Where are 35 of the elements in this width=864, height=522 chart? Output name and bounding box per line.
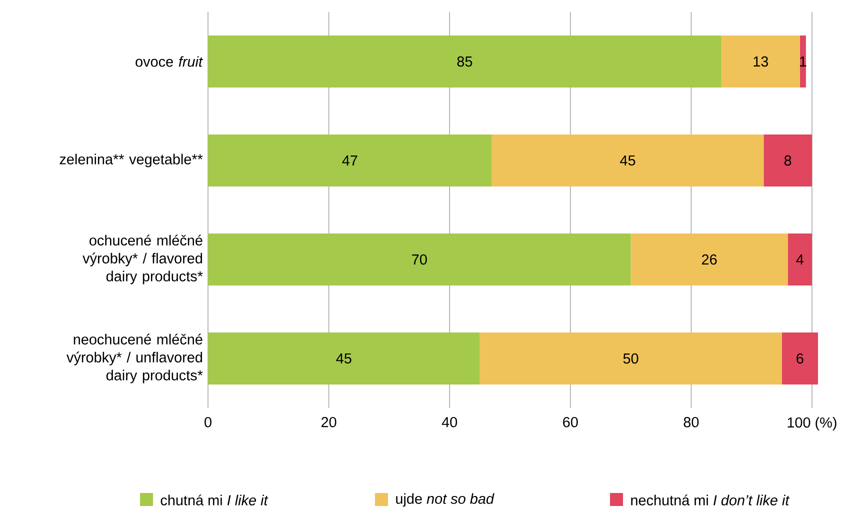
bar <box>208 36 722 88</box>
data-label: 13 <box>754 56 768 67</box>
x-tick-label: 40 <box>442 417 458 428</box>
y-tick-label: neochucené mléčné výrobky* / unflavored dairy products* <box>66 334 203 384</box>
data-label: 6 <box>796 353 804 364</box>
legend-label: ujde not so bad <box>396 493 494 507</box>
data-label: 70 <box>412 254 427 265</box>
x-tick-label: 0 <box>204 417 212 428</box>
data-label: 85 <box>457 56 472 67</box>
data-label: 47 <box>342 156 358 166</box>
bar <box>208 234 631 286</box>
x-tick-label: 100 (%) <box>788 417 836 430</box>
bar <box>721 36 800 88</box>
bar <box>492 134 764 187</box>
y-tick-label: ochucené mléčné výrobky* / flavored dairy products* <box>82 234 203 284</box>
bar <box>788 234 812 286</box>
x-tick-label: 60 <box>563 417 578 428</box>
y-tick-label: ovoce fruit <box>136 56 203 67</box>
y-tick-label: zelenina** vegetable** <box>60 154 203 168</box>
bar <box>630 234 788 286</box>
bar <box>208 332 480 385</box>
x-tick-label: 80 <box>684 417 699 428</box>
data-label: 45 <box>620 155 636 166</box>
data-label: 8 <box>784 155 792 166</box>
data-label: 4 <box>796 254 804 264</box>
x-tick-label: 20 <box>321 417 336 428</box>
data-label: 50 <box>623 353 638 364</box>
legend-label: chutná mi I like it <box>160 494 268 506</box>
bar <box>480 332 782 385</box>
bar <box>782 332 818 385</box>
data-label: 45 <box>336 353 352 364</box>
bar <box>208 134 492 187</box>
bar <box>764 134 812 187</box>
legend-label: nechutná mi I don’t like it <box>631 494 790 506</box>
data-label: 26 <box>702 254 717 265</box>
